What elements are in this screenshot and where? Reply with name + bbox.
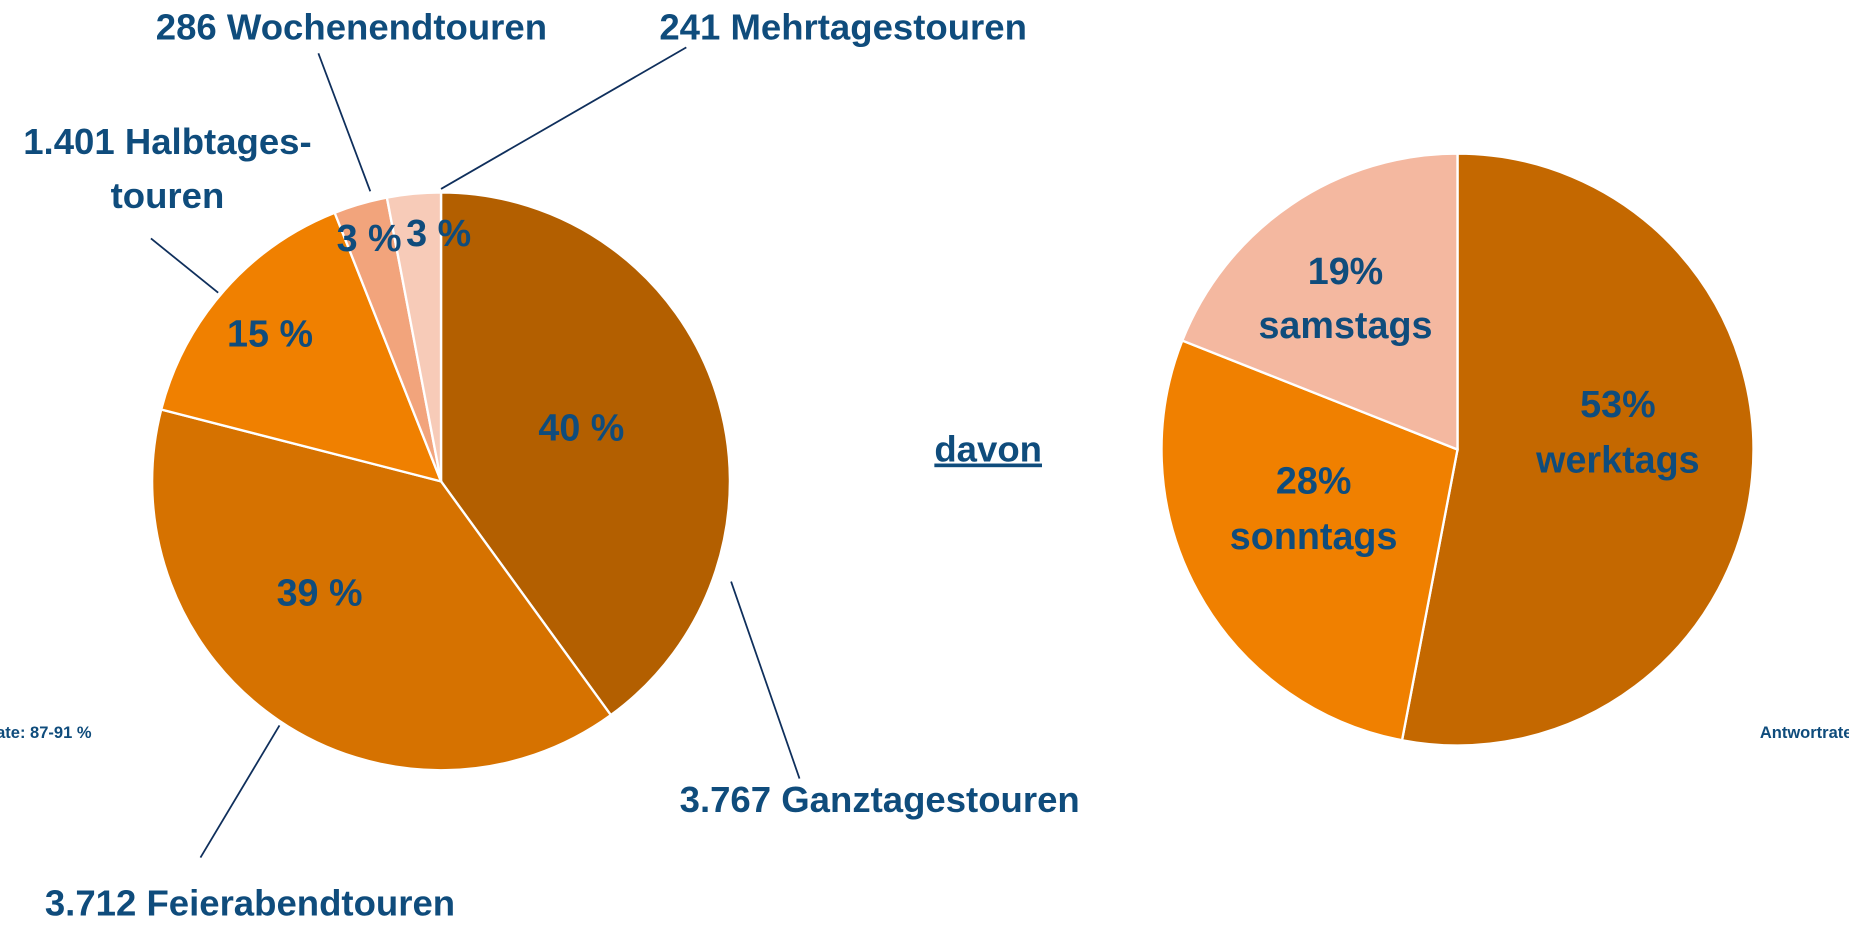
connector-text: davon xyxy=(934,429,1042,470)
leader-line xyxy=(317,53,372,192)
slice-label: 3.767 Ganztagestouren xyxy=(680,779,1080,820)
slice-label: touren xyxy=(111,175,225,216)
pie-slice xyxy=(1180,152,1459,452)
slice-percent: 53% xyxy=(1580,383,1656,425)
slice-percent: 28% xyxy=(1276,460,1352,502)
pie-slice xyxy=(385,191,443,482)
leader-line xyxy=(730,581,801,779)
slice-label: 286 Wochenendtouren xyxy=(156,6,547,47)
pie-slice xyxy=(1160,339,1459,742)
slice-percent: 3 % xyxy=(337,217,402,259)
note: Antwortrate: 87-91 % xyxy=(0,724,92,742)
slice-label: werktags xyxy=(1535,438,1700,480)
slice-label: 241 Mehrtagestouren xyxy=(659,6,1027,47)
slice-label: 3.712 Feierabendtouren xyxy=(45,883,455,924)
pie-slice xyxy=(439,191,732,717)
note: Antwortrate: 89-91 % xyxy=(1760,724,1849,742)
leader-line xyxy=(150,237,219,294)
slice-percent: 19% xyxy=(1308,250,1384,292)
slice-percent: 39 % xyxy=(277,572,363,614)
pie-slice xyxy=(159,211,443,484)
leader-line xyxy=(199,725,281,858)
slice-label: sonntags xyxy=(1230,515,1398,557)
leader-line xyxy=(440,46,687,190)
slice-label: 1.401 Halbtages- xyxy=(23,121,311,162)
slice-percent: 15 % xyxy=(227,312,313,354)
slice-percent: 40 % xyxy=(538,407,624,449)
slice-label: samstags xyxy=(1258,304,1432,346)
pie-slice xyxy=(1400,152,1755,747)
slice-percent: 3 % xyxy=(406,212,471,254)
pie-slice xyxy=(150,408,613,772)
